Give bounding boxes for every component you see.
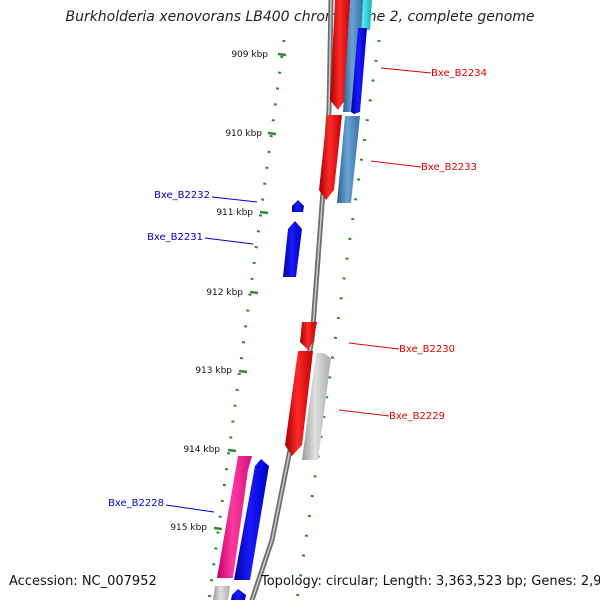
gene-feature-blue[interactable] xyxy=(283,221,302,277)
tick-label: 909 kbp xyxy=(231,50,268,60)
callout-line xyxy=(204,237,254,245)
gene-feature-gray[interactable] xyxy=(213,586,230,600)
tick-label: 913 kbp xyxy=(195,366,232,376)
map-title: Burkholderia xenovorans LB400 chromosome… xyxy=(65,9,535,25)
gene-feature-blue[interactable] xyxy=(351,28,367,114)
tick-mark xyxy=(249,290,259,295)
tick-mark xyxy=(259,210,269,215)
tick-label: 912 kbp xyxy=(206,288,243,298)
gene-feature-pink[interactable] xyxy=(217,456,252,578)
gene-label-bxe-b2229[interactable]: Bxe_B2229 xyxy=(389,411,445,422)
tick-mark xyxy=(267,131,277,136)
chromosome-backbone xyxy=(249,0,334,600)
gene-feature-steelblue[interactable] xyxy=(337,116,360,203)
callout-line xyxy=(380,67,432,74)
gene-label-bxe-b2230[interactable]: Bxe_B2230 xyxy=(399,344,455,355)
callout-line xyxy=(211,196,258,203)
gene-label-bxe-b2231[interactable]: Bxe_B2231 xyxy=(147,232,203,243)
gene-feature-blue[interactable] xyxy=(234,459,269,580)
gene-label-bxe-b2233[interactable]: Bxe_B2233 xyxy=(421,162,477,173)
tick-mark xyxy=(238,369,248,374)
topology-text: Topology: circular; Length: 3,363,523 bp… xyxy=(261,574,600,589)
tick-label: 915 kbp xyxy=(170,523,207,533)
tick-label: 910 kbp xyxy=(225,129,262,139)
gene-label-bxe-b2232[interactable]: Bxe_B2232 xyxy=(154,190,210,201)
callout-line xyxy=(338,409,390,417)
gene-feature-red[interactable] xyxy=(285,351,313,456)
callout-line xyxy=(370,160,422,168)
gene-feature-gray[interactable] xyxy=(302,353,331,460)
callout-line xyxy=(348,342,400,350)
tick-mark xyxy=(227,448,237,453)
tick-mark xyxy=(213,526,223,531)
chromosome-backbone-highlight xyxy=(251,0,332,600)
gene-feature-blue[interactable] xyxy=(231,589,246,600)
tick-label: 911 kbp xyxy=(216,208,253,218)
gene-feature-red[interactable] xyxy=(300,322,317,350)
accession-text: Accession: NC_007952 xyxy=(9,574,157,589)
tick-mark xyxy=(277,52,287,57)
gene-label-bxe-b2234[interactable]: Bxe_B2234 xyxy=(431,68,487,79)
gene-feature-red[interactable] xyxy=(319,115,342,200)
callout-line xyxy=(165,504,215,513)
tick-label: 914 kbp xyxy=(183,445,220,455)
gene-label-bxe-b2228[interactable]: Bxe_B2228 xyxy=(108,498,164,509)
gene-feature-blue[interactable] xyxy=(292,200,304,212)
